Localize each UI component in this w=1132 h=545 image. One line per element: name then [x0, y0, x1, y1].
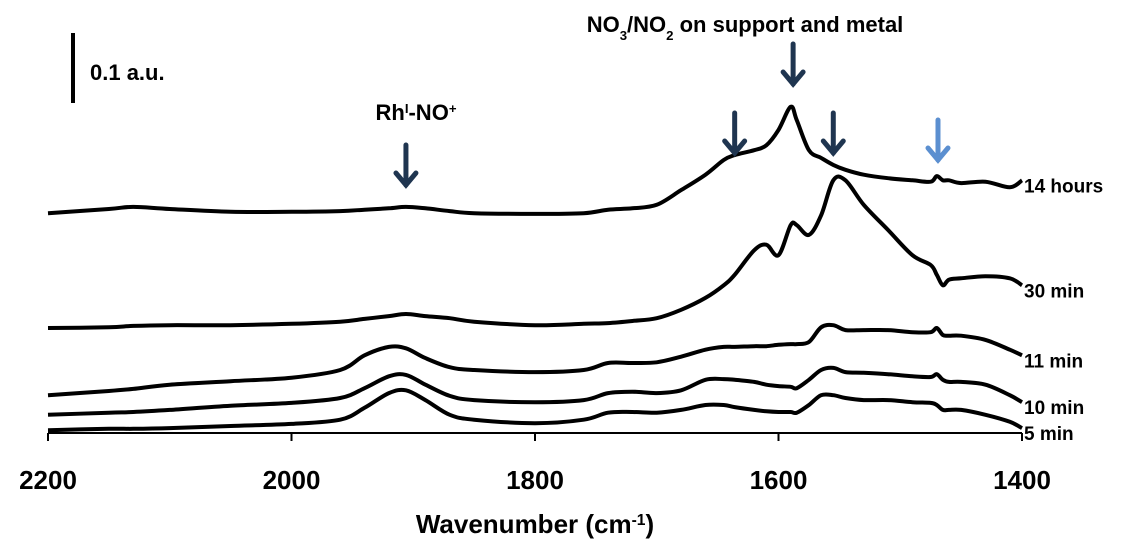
x-tick-label: 1600	[750, 465, 808, 495]
arrow-head	[780, 69, 806, 88]
rich-text: NO3/NO2 on support and metal	[587, 12, 904, 43]
arrow-head	[820, 138, 846, 157]
series-label: 5 min	[1024, 424, 1074, 445]
spectrum-line	[47, 322, 1023, 398]
text-run: on support and metal	[674, 12, 904, 37]
text-run: NO	[587, 12, 620, 37]
text-run: 3	[620, 28, 627, 43]
text-run: 2	[666, 28, 673, 43]
x-tick-label: 1800	[506, 465, 564, 495]
text-run: -1	[632, 512, 646, 529]
spectrum-line	[47, 365, 1024, 417]
arrow	[925, 117, 951, 164]
spectrum-line	[47, 387, 1023, 433]
series-label: 30 min	[1024, 281, 1084, 302]
rich-text: Wavenumber (cm-1)	[416, 509, 654, 539]
text-run: )	[645, 509, 654, 539]
arrow-head	[393, 170, 419, 189]
x-tick-label: 1400	[993, 465, 1051, 495]
text-run: /NO	[627, 12, 666, 37]
series-label: 14 hours	[1024, 176, 1103, 197]
rich-text: RhI-NO+	[375, 100, 456, 125]
arrow-head	[925, 145, 951, 164]
spectrum-line	[47, 104, 1024, 216]
arrow	[393, 142, 419, 189]
arrow	[820, 110, 846, 157]
x-tick-label: 2200	[19, 465, 77, 495]
arrow	[780, 41, 806, 88]
text-run: I	[405, 101, 409, 116]
text-run: +	[449, 101, 457, 116]
spectrum-line	[47, 174, 1024, 330]
arrow	[722, 110, 748, 157]
series-label: 10 min	[1024, 398, 1084, 419]
arrow-head	[722, 138, 748, 157]
x-tick-label: 2000	[263, 465, 321, 495]
text-run: Wavenumber (cm	[416, 509, 632, 539]
series-label: 11 min	[1024, 351, 1083, 372]
text-run: Rh	[375, 100, 404, 125]
scale-bar-label: 0.1 a.u.	[90, 60, 165, 85]
text-run: -NO	[408, 100, 448, 125]
